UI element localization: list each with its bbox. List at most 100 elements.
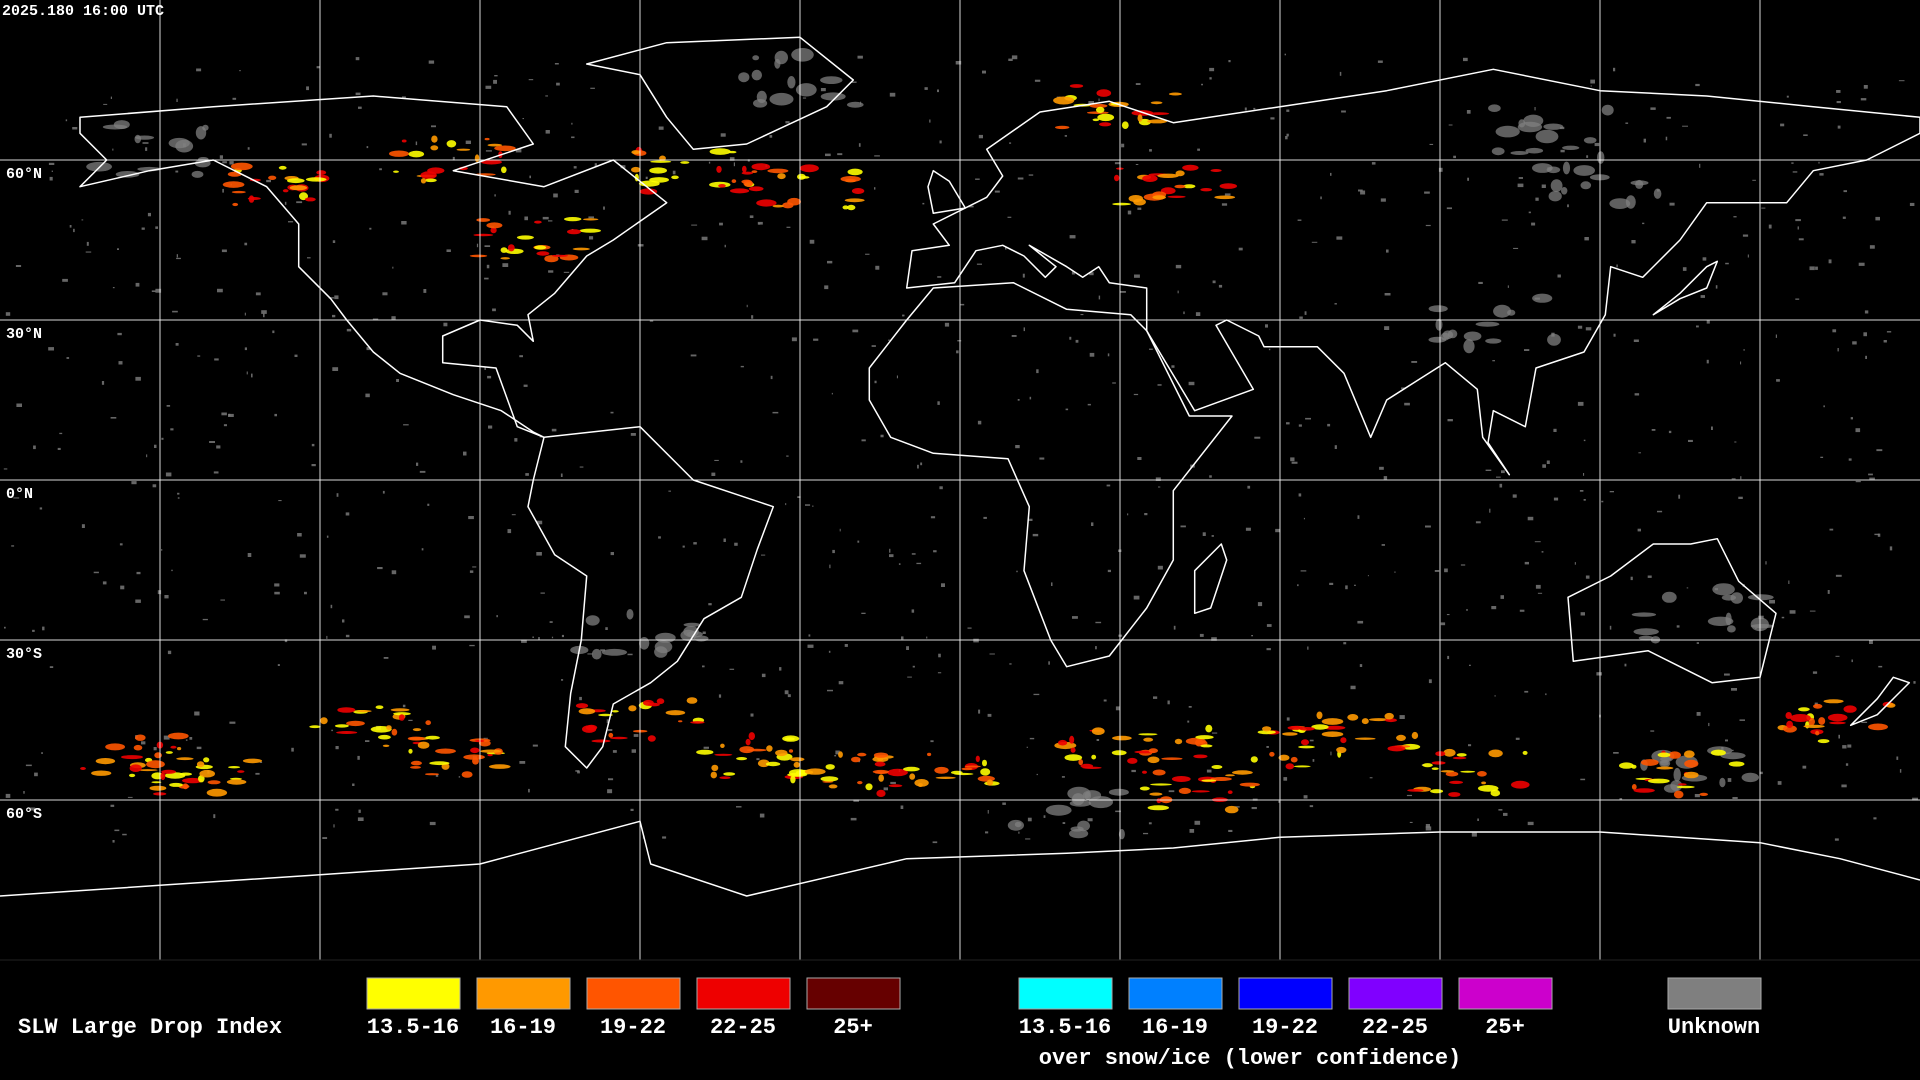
unknown-cloud: [1095, 621, 1102, 624]
drop-cloud: [1431, 761, 1446, 765]
unknown-cloud: [141, 741, 146, 745]
unknown-cloud: [563, 271, 570, 273]
drop-cloud: [304, 197, 316, 202]
unknown-patch: [1721, 594, 1736, 601]
drop-cloud: [1143, 737, 1154, 742]
coastline-antarctica: [0, 820, 1920, 897]
unknown-cloud: [852, 329, 859, 333]
unknown-cloud: [724, 244, 726, 248]
unknown-cloud: [1303, 517, 1305, 520]
unknown-cloud: [1625, 122, 1629, 124]
unknown-cloud: [1028, 518, 1033, 521]
unknown-cloud: [415, 141, 418, 146]
unknown-cloud: [239, 70, 241, 72]
unknown-cloud: [458, 776, 461, 778]
drop-cloud: [1311, 724, 1329, 730]
unknown-cloud: [932, 841, 938, 844]
drop-cloud: [133, 744, 143, 751]
unknown-cloud: [1429, 143, 1434, 145]
drop-cloud: [1150, 783, 1172, 786]
unknown-cloud: [1898, 80, 1905, 82]
unknown-cloud: [1815, 266, 1818, 270]
unknown-cloud: [277, 664, 280, 666]
unknown-cloud: [588, 216, 594, 219]
drop-cloud: [1200, 188, 1213, 192]
unknown-cloud: [1115, 706, 1120, 711]
drop-cloud: [461, 771, 473, 778]
unknown-cloud: [1336, 236, 1343, 240]
unknown-patch: [1625, 195, 1636, 209]
unknown-cloud: [246, 371, 248, 375]
unknown-cloud: [757, 221, 763, 225]
unknown-patch: [1548, 191, 1562, 202]
unknown-cloud: [1446, 614, 1450, 616]
unknown-cloud: [1535, 197, 1539, 201]
unknown-cloud: [967, 627, 972, 629]
drop-cloud: [268, 175, 277, 180]
drop-cloud: [1114, 174, 1120, 182]
unknown-cloud: [401, 221, 407, 225]
unknown-cloud: [1883, 340, 1887, 343]
drop-cloud: [1069, 735, 1075, 744]
drop-cloud: [151, 772, 164, 780]
unknown-cloud: [528, 79, 534, 81]
unknown-patch: [1562, 145, 1580, 150]
unknown-cloud: [1501, 219, 1508, 221]
unknown-cloud: [1527, 821, 1534, 826]
unknown-patch: [1463, 331, 1482, 341]
unknown-cloud: [594, 163, 597, 167]
drop-cloud: [1097, 113, 1115, 122]
unknown-cloud: [759, 813, 765, 818]
drop-cloud: [398, 714, 405, 721]
unknown-cloud: [1460, 564, 1466, 566]
unknown-cloud: [1583, 473, 1585, 476]
drop-cloud: [1361, 718, 1369, 725]
unknown-cloud: [786, 226, 791, 228]
unknown-patch: [756, 90, 767, 103]
unknown-cloud: [266, 179, 271, 183]
unknown-cloud: [1087, 403, 1091, 406]
drop-cloud: [1069, 84, 1084, 88]
drop-cloud: [1195, 735, 1214, 740]
unknown-cloud: [989, 653, 995, 655]
drop-cloud: [1128, 195, 1144, 203]
drop-cloud: [456, 148, 471, 151]
unknown-cloud: [1583, 499, 1586, 501]
unknown-cloud: [1702, 257, 1707, 261]
unknown-patch: [1463, 339, 1475, 354]
unknown-cloud: [1148, 822, 1152, 825]
drop-cloud: [420, 178, 427, 184]
unknown-cloud: [805, 504, 811, 506]
unknown-cloud: [306, 86, 309, 91]
unknown-cloud: [756, 758, 760, 761]
drop-cloud: [1210, 169, 1222, 172]
drop-cloud: [425, 735, 440, 740]
unknown-cloud: [294, 354, 298, 357]
drop-cloud: [1137, 114, 1143, 122]
unknown-cloud: [5, 793, 11, 798]
unknown-cloud: [1291, 461, 1298, 464]
unknown-cloud: [32, 629, 35, 632]
drop-cloud: [742, 165, 747, 173]
unknown-cloud: [103, 103, 108, 105]
unknown-cloud: [120, 585, 125, 590]
unknown-cloud: [1299, 316, 1303, 319]
unknown-patch: [1532, 293, 1553, 303]
unknown-cloud: [1369, 777, 1373, 779]
legend-swatch: [806, 977, 901, 1010]
unknown-cloud: [1535, 584, 1541, 589]
unknown-cloud: [483, 737, 488, 739]
unknown-cloud: [1845, 763, 1849, 766]
drop-cloud: [177, 747, 182, 751]
unknown-cloud: [1278, 800, 1281, 803]
unknown-patch: [1491, 147, 1505, 156]
unknown-cloud: [1183, 311, 1185, 315]
drop-cloud: [230, 162, 253, 171]
unknown-patch: [1069, 828, 1089, 839]
drop-cloud: [842, 205, 849, 210]
unknown-cloud: [155, 226, 158, 229]
unknown-patch: [1597, 151, 1605, 164]
legend-swatch: [366, 977, 461, 1010]
drop-cloud: [1053, 96, 1075, 105]
